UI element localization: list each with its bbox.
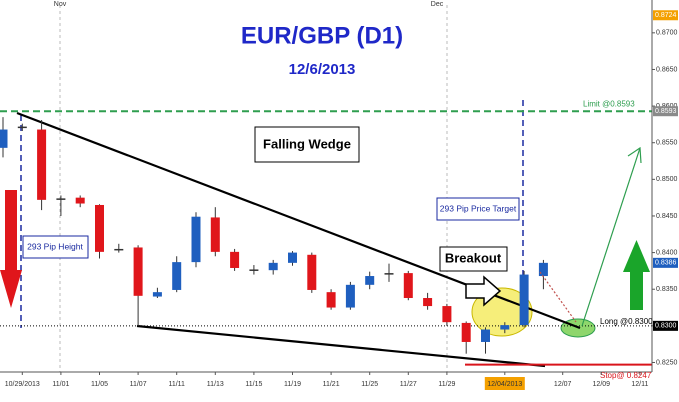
target-arrow-line <box>581 147 641 327</box>
annotation: 293 Pip Height <box>27 241 83 251</box>
y-tick-label: 0.8700 <box>656 30 678 37</box>
y-tick-label: 0.8550 <box>656 140 678 147</box>
annotation-box <box>439 246 508 272</box>
x-tick-label: 11/29 <box>438 381 455 388</box>
price-marker <box>653 10 678 21</box>
x-tick-label: 11/21 <box>323 381 340 388</box>
candle-body <box>152 292 162 297</box>
x-tick-label: 12/07 <box>554 381 572 388</box>
y-tick-label: 0.8400 <box>656 249 678 256</box>
candle-body <box>0 129 8 148</box>
candle-body <box>191 216 201 263</box>
month-label: Nov <box>54 1 67 8</box>
breakout-arrow <box>465 275 502 307</box>
y-tick-label: 0.8250 <box>656 359 678 366</box>
y-tick-label: 0.8350 <box>656 286 678 293</box>
target-arrow-head <box>627 146 642 164</box>
x-tick-label: 11/05 <box>91 381 108 388</box>
month-label: Dec <box>431 1 444 8</box>
candle-body <box>384 273 394 275</box>
x-tick-label: 11/25 <box>361 381 378 388</box>
level-label: Stop@ 0.8247 <box>600 371 652 380</box>
annotation-box <box>22 235 89 259</box>
candle-body <box>326 292 336 308</box>
candle-body <box>95 204 104 252</box>
x-tick-label: 11/07 <box>130 381 147 388</box>
candle-body <box>288 252 297 263</box>
y-tick-label: 0.8500 <box>656 176 678 183</box>
x-tick-label: 12/09 <box>593 381 611 388</box>
candle-body <box>114 248 124 251</box>
candle-body <box>56 198 66 200</box>
x-tick-label: 11/27 <box>400 381 417 388</box>
price-marker <box>653 320 678 331</box>
price-marker-label: 0.8386 <box>655 260 677 267</box>
chart-title: EUR/GBP (D1) <box>241 22 403 49</box>
candle-body <box>442 306 452 323</box>
candle-body <box>403 273 413 299</box>
candle-body <box>268 262 278 271</box>
axes: 0.8250 0.8300 0.8350 0.8400 0.8450 0.8500 0.85… <box>5 10 678 390</box>
level-label: Long @0.8300 <box>600 317 653 326</box>
up-arrow <box>623 240 650 310</box>
candle-body <box>519 274 529 326</box>
candle-body <box>423 298 433 307</box>
candle-body <box>75 197 85 204</box>
level-label: Limit @0.8593 <box>583 99 635 108</box>
annotation-box <box>254 126 360 163</box>
over-layer: Falling Wedge 293 Pip Height 293 Pip Pri… <box>0 22 650 327</box>
candle-body <box>500 325 510 330</box>
candle-body <box>538 262 548 277</box>
price-marker-label: 0.8593 <box>655 108 677 115</box>
candle-body <box>172 262 182 290</box>
down-arrow <box>0 190 22 308</box>
candle-body <box>307 254 317 290</box>
chart-subtitle: 12/6/2013 <box>289 61 356 78</box>
candle-body <box>210 217 220 252</box>
price-marker-label: 0.8300 <box>655 323 677 330</box>
candle-body <box>230 251 240 268</box>
x-tick-label: 11/15 <box>245 381 262 388</box>
candle-body <box>17 126 27 129</box>
x-tick-highlight <box>484 377 525 390</box>
price-marker-label: 0.8724 <box>655 12 677 19</box>
y-tick-label: 0.8650 <box>656 66 678 73</box>
annotation: Breakout <box>445 250 502 265</box>
x-tick-label: 11/11 <box>168 381 185 388</box>
candle-body <box>365 276 375 285</box>
candle-body <box>249 269 259 271</box>
price-marker <box>653 106 678 117</box>
plot <box>0 117 548 354</box>
annotation: Falling Wedge <box>263 136 351 151</box>
annotation: 293 Pip Price Target <box>440 203 517 213</box>
x-tick-label: 11/01 <box>52 381 69 388</box>
candle-body <box>133 247 143 296</box>
price-marker <box>653 257 678 268</box>
x-tick-label: 12/11 <box>631 381 648 388</box>
candle-body <box>461 322 471 342</box>
x-tick-label: 12/04/2013 <box>487 381 522 388</box>
candle-body <box>481 329 490 342</box>
candle-body <box>345 284 355 308</box>
x-tick-label: 10/29/2013 <box>5 381 40 388</box>
y-tick-label: 0.8450 <box>656 213 678 220</box>
annotation-box <box>436 197 520 221</box>
x-tick-label: 11/13 <box>207 381 224 388</box>
x-tick-label: 11/19 <box>284 381 301 388</box>
candle-body <box>37 129 47 200</box>
wedge-lower-line <box>136 324 546 368</box>
